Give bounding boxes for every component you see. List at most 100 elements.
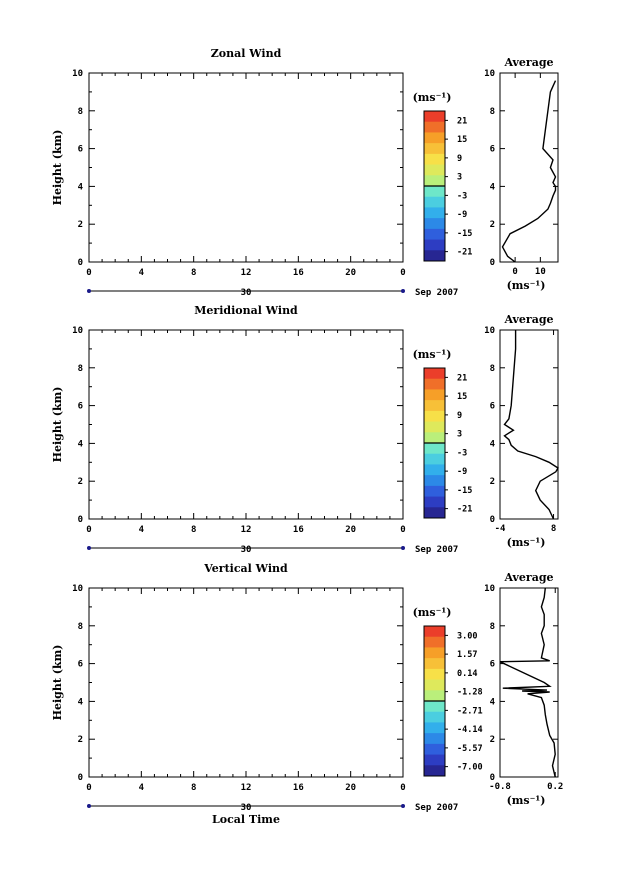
x-tick-label: 20 [345, 525, 356, 535]
colorbar-segment [424, 464, 445, 476]
colorbar-segment [424, 218, 445, 230]
average-y-tick-label: 0 [490, 258, 495, 268]
date-label: Sep 2007 [415, 803, 458, 813]
average-y-tick-label: 2 [490, 220, 495, 230]
y-tick-label: 10 [72, 584, 83, 594]
colorbar-tick-label: 3 [457, 430, 462, 440]
x-tick-label: 4 [139, 268, 145, 278]
colorbar-tick-label: 9 [457, 154, 462, 164]
date-line-end [401, 289, 405, 293]
date-line-start [87, 804, 91, 808]
colorbar-tick-label: -4.14 [457, 725, 483, 735]
average-y-tick-label: 2 [490, 477, 495, 487]
x-tick-label: 0 [86, 783, 91, 793]
x-tick-label: 12 [241, 268, 252, 278]
average-y-tick-label: 2 [490, 735, 495, 745]
colorbar-segment [424, 475, 445, 487]
x-tick-label: 20 [345, 268, 356, 278]
average-y-tick-label: 4 [490, 439, 496, 449]
average-title: Average [503, 56, 553, 69]
average-y-tick-label: 10 [484, 69, 495, 79]
average-frame [499, 72, 559, 263]
colorbar-segment [424, 722, 445, 734]
x-tick-label: 20 [345, 783, 356, 793]
y-tick-label: 10 [72, 326, 83, 336]
colorbar-tick-label: -7.00 [457, 763, 483, 773]
colorbar-tick-label: 1.57 [457, 650, 477, 660]
colorbar-segment [424, 239, 445, 251]
y-axis-label: Height (km) [51, 130, 64, 206]
date-line-end [401, 546, 405, 550]
y-axis-label: Height (km) [51, 387, 64, 463]
colorbar-tick-label: -21 [457, 248, 472, 258]
colorbar-segment [424, 690, 445, 702]
colorbar-tick-label: -3 [457, 191, 467, 201]
y-tick-label: 8 [78, 364, 83, 374]
x-tick-label: 16 [293, 783, 304, 793]
y-tick-label: 0 [78, 515, 83, 525]
x-tick-label: 4 [139, 525, 145, 535]
y-tick-label: 6 [78, 402, 83, 412]
colorbar-segment [424, 754, 445, 766]
average-y-tick-label: 4 [490, 182, 496, 192]
average-profile-line [501, 80, 557, 263]
colorbar-segment [424, 153, 445, 165]
colorbar-segment [424, 400, 445, 412]
y-tick-label: 2 [78, 735, 83, 745]
panel-title: Meridional Wind [194, 304, 298, 317]
average-x-label: (ms⁻¹) [507, 536, 546, 549]
colorbar-segment [424, 164, 445, 176]
date-day: 30 [241, 803, 252, 813]
colorbar-segment [424, 453, 445, 465]
colorbar-tick-label: -9 [457, 210, 467, 220]
colorbar-segment [424, 743, 445, 755]
average-y-tick-label: 4 [490, 697, 496, 707]
x-tick-label: 0 [400, 525, 405, 535]
colorbar-segment [424, 121, 445, 133]
colorbar-segment [424, 228, 445, 240]
colorbar-tick-label: 3.00 [457, 631, 477, 641]
colorbar-tick-label: -2.71 [457, 706, 483, 716]
date-label: Sep 2007 [415, 288, 458, 298]
y-tick-label: 6 [78, 145, 83, 155]
colorbar-tick-label: -3 [457, 448, 467, 458]
colorbar-segment [424, 679, 445, 691]
x-tick-label: 8 [191, 268, 196, 278]
colorbar-segment [424, 368, 445, 380]
colorbar-segment [424, 250, 445, 262]
colorbar-segment [424, 626, 445, 638]
colorbar-unit: (ms⁻¹) [413, 606, 452, 619]
colorbar-segment [424, 378, 445, 390]
colorbar-tick-label: -15 [457, 486, 472, 496]
y-tick-label: 4 [78, 697, 84, 707]
colorbar-segment [424, 636, 445, 648]
colorbar-segment [424, 207, 445, 219]
colorbar-segment [424, 733, 445, 745]
x-tick-label: 12 [241, 525, 252, 535]
x-tick-label: 16 [293, 268, 304, 278]
average-y-tick-label: 8 [490, 364, 495, 374]
colorbar-segment [424, 701, 445, 713]
average-y-tick-label: 8 [490, 107, 495, 117]
colorbar-tick-label: -1.28 [457, 688, 483, 698]
y-tick-label: 0 [78, 773, 83, 783]
colorbar-tick-label: 21 [457, 373, 467, 383]
y-tick-label: 8 [78, 622, 83, 632]
average-x-tick-label: 10 [535, 267, 546, 277]
colorbar-segment [424, 132, 445, 144]
x-tick-label: 0 [86, 525, 91, 535]
footer-x-label: Local Time [212, 813, 280, 826]
colorbar-segment [424, 658, 445, 670]
colorbar-tick-label: 21 [457, 116, 467, 126]
y-tick-label: 4 [78, 439, 84, 449]
y-tick-label: 2 [78, 220, 83, 230]
average-y-tick-label: 0 [490, 773, 495, 783]
average-y-tick-label: 10 [484, 326, 495, 336]
colorbar-segment [424, 410, 445, 422]
average-frame [499, 329, 559, 520]
x-tick-label: 16 [293, 525, 304, 535]
y-tick-label: 2 [78, 477, 83, 487]
y-tick-label: 8 [78, 107, 83, 117]
y-tick-label: 4 [78, 182, 84, 192]
